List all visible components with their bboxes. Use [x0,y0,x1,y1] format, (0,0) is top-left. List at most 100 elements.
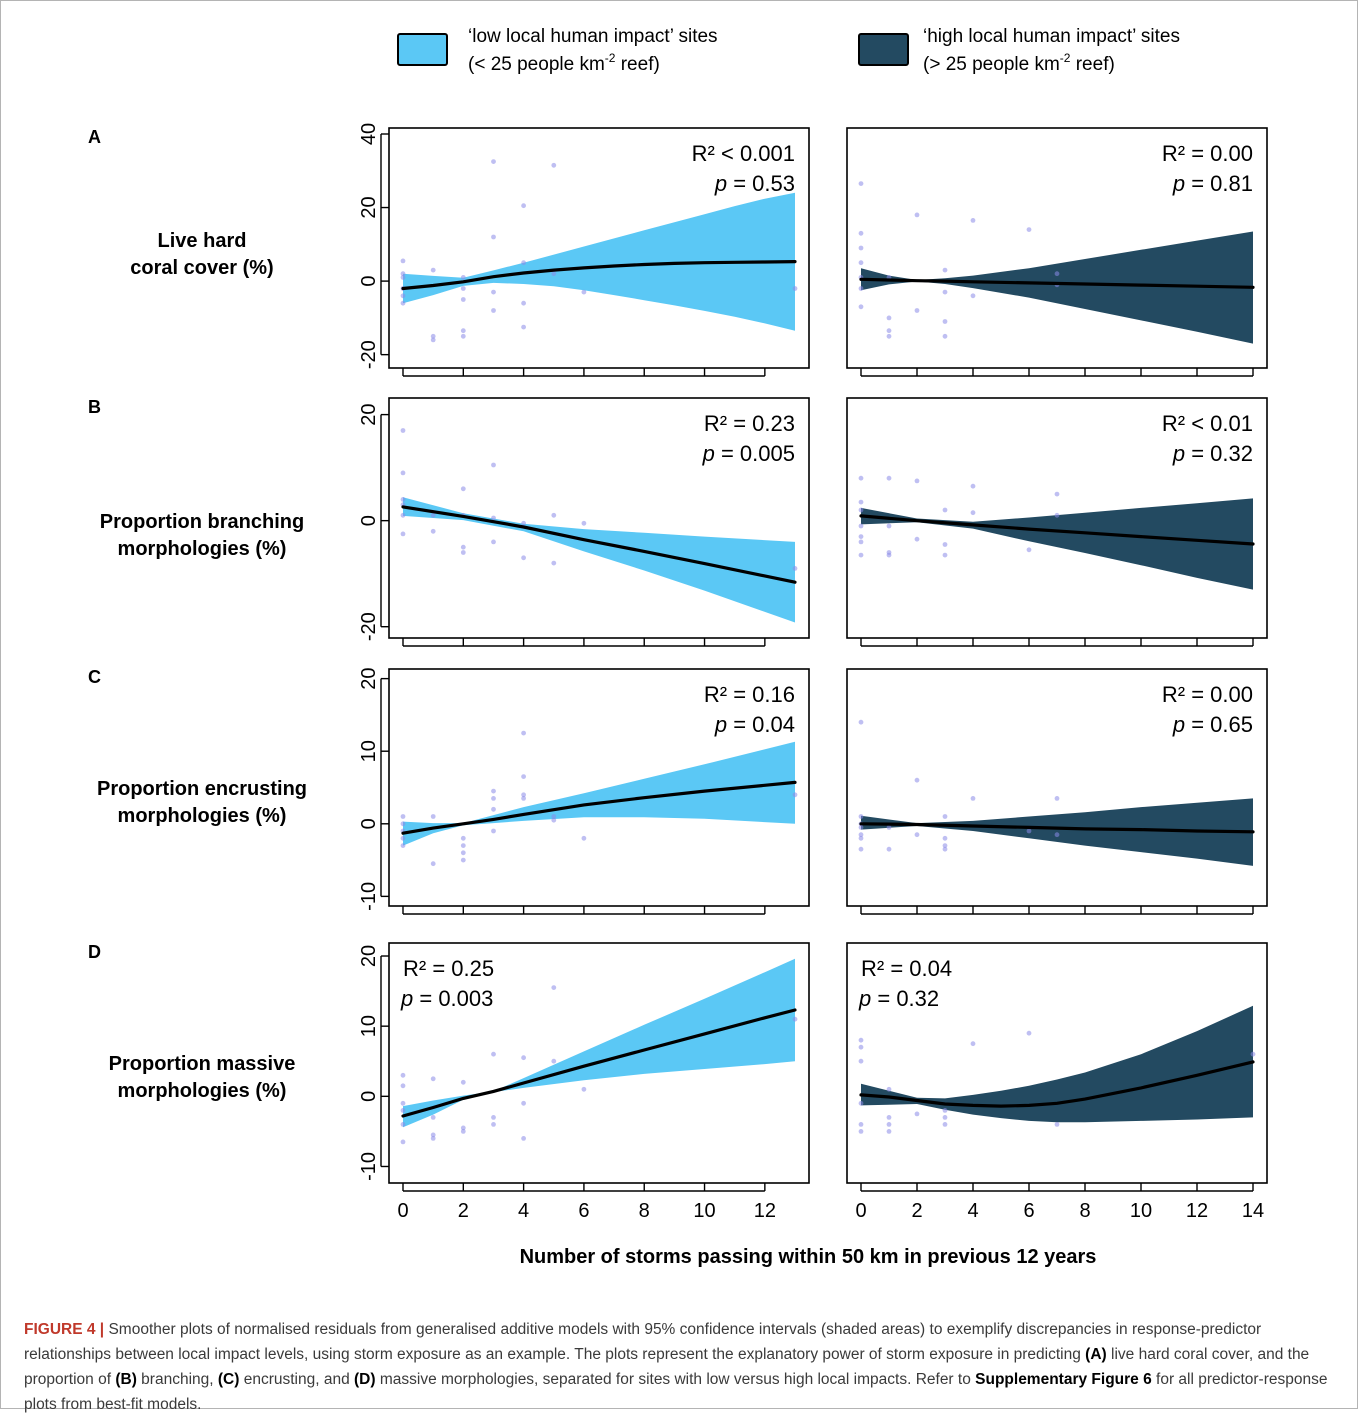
data-point [551,271,557,277]
data-point [858,846,864,852]
y-tick-label: -10 [358,882,380,911]
legend-label-high: ‘high local human impact’ sites [923,26,1180,47]
data-point [942,542,948,547]
x-tick-label: 6 [578,1200,589,1222]
p-symbol: p [714,171,727,196]
data-point [886,846,892,852]
data-point [858,814,864,819]
x-tick-label: 4 [967,1200,978,1222]
panel-A-high: R² = 0.00 p = 0.81 [846,127,1268,377]
data-point [886,475,892,481]
x-tick-label: 0 [855,1200,866,1222]
data-point [886,1122,892,1127]
data-point [460,550,466,555]
data-point [551,162,557,168]
caption-text-4: encrusting, and [239,1371,355,1388]
x-tick-label: 2 [458,1200,469,1222]
p-value-label: p = 0.005 [702,441,795,466]
data-point [858,507,864,513]
data-point [858,523,864,529]
p-symbol: p [714,712,727,737]
panel-letter-B: B [88,397,101,417]
data-point [970,293,976,299]
data-point [430,333,436,339]
data-point [400,470,406,476]
y-tick-label: -20 [358,340,380,369]
data-point [858,304,864,310]
data-point [581,835,587,841]
data-point [858,1129,864,1134]
legend-sublabel-text: reef) [615,54,659,75]
data-point [400,835,406,841]
data-point [400,512,406,518]
x-tick-label: 0 [397,1200,408,1222]
row-label-C: Proportion encrusting [97,778,307,800]
data-point [858,1037,864,1043]
data-point [858,719,864,725]
r-squared-label: R² = 0.25 [403,956,494,981]
data-point [1026,547,1032,553]
panel-letter-C: C [88,667,101,687]
caption-figure-label: FIGURE 4 | [24,1321,105,1338]
data-point [521,300,526,306]
data-point [460,1129,466,1134]
legend-sublabel-superscript: -2 [1060,51,1071,65]
plot-frame [388,668,810,907]
r-squared-label: R² = 0.00 [1162,682,1253,707]
data-point [521,730,526,736]
p-value-label: p = 0.003 [400,986,493,1011]
data-point [460,297,466,302]
legend-label-low: ‘low local human impact’ sites [468,26,718,47]
data-point [430,337,436,343]
legend-swatch-low [397,33,448,66]
plot-frame [846,942,1268,1184]
data-point [858,552,864,558]
panel-D-low: 0 2 4 6 8 10 12 -10 0 10 20 R² = 0.25 p = 0.003 [358,942,810,1222]
caption-supplementary-link[interactable]: Supplementary Figure 6 [975,1371,1152,1388]
data-point [400,428,406,433]
data-point [886,1129,892,1134]
data-point [792,1016,798,1022]
x-tick-label: 4 [518,1200,529,1222]
data-point [858,181,864,187]
panel-D-high: 0 2 4 6 8 10 12 14 R² = 0.04 p = 0.32 [846,942,1268,1222]
data-point [521,1055,526,1061]
plot-frame [846,397,1268,639]
data-point [581,289,587,295]
data-point [970,796,976,801]
data-point [858,835,864,841]
r-squared-label: R² = 0.16 [704,682,795,707]
data-point [886,523,892,529]
data-point [858,1100,864,1106]
data-point [400,497,406,502]
ci-band [861,231,1253,344]
data-point [400,293,406,299]
data-point [1054,271,1060,277]
y-tick-label: 20 [358,403,380,425]
data-point [430,1132,436,1138]
y-tick-label: -10 [358,1152,380,1181]
data-point [400,1139,406,1145]
data-point [491,289,496,295]
data-point [886,1086,892,1092]
y-tick-label: 0 [358,818,380,829]
p-value-label: p = 0.65 [1172,712,1253,737]
x-axis-title: Number of storms passing within 50 km in… [520,1246,1097,1268]
data-point [858,539,864,545]
fit-line [859,1060,1255,1108]
data-point [551,512,557,518]
r-squared-label: R² = 0.00 [1162,141,1253,166]
figure-canvas: ‘low local human impact’ sites (< 25 peop… [88,26,1268,1268]
fit-line [401,1008,797,1118]
data-point [430,528,436,534]
data-point [400,1122,406,1127]
ci-band [861,498,1253,590]
data-point [792,792,798,798]
p-symbol: p [1172,171,1185,196]
data-point [914,1111,920,1117]
data-point [858,825,864,830]
data-point [914,308,920,313]
panel-A-low: -20 0 20 40 R² < 0.001 p = 0.53 [358,123,810,377]
y-tick-label: 0 [358,276,380,287]
data-point [858,832,864,838]
